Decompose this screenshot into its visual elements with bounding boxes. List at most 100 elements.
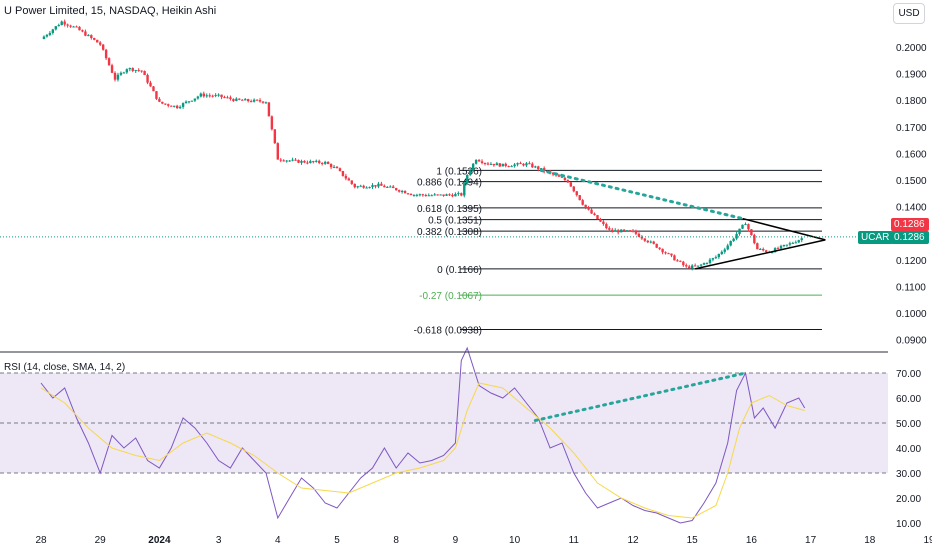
fib-level-label: 0.5 (0.1351): [428, 216, 482, 227]
candle-body: [800, 238, 803, 241]
candle-body: [667, 253, 670, 255]
candle-body: [217, 94, 220, 96]
candle-body: [608, 228, 611, 230]
rsi-axis[interactable]: 70.00 60.00 50.00 40.00 30.00 20.00 10.00: [896, 369, 921, 530]
candle-body: [670, 253, 673, 256]
candle-body: [282, 160, 285, 162]
candle-body: [729, 241, 732, 246]
candle-body: [424, 195, 427, 197]
candle-body: [673, 255, 676, 261]
time-tick-label: 15: [687, 535, 699, 546]
candle-body: [48, 32, 52, 35]
candle-body: [178, 106, 182, 109]
candle-body: [794, 242, 797, 244]
candle-body: [235, 98, 238, 101]
candle-body: [202, 93, 205, 97]
candle-body: [326, 161, 330, 165]
candle-body: [693, 265, 697, 267]
candle-body: [614, 230, 617, 232]
candle-body: [291, 159, 294, 161]
candles: [42, 19, 803, 271]
candle-body: [297, 159, 300, 163]
fib-level-label: 0.886 (0.1494): [417, 178, 482, 189]
candle-body: [522, 163, 525, 166]
candle-body: [791, 242, 795, 244]
candle-body: [205, 95, 208, 97]
candle-body: [726, 245, 729, 250]
candle-body: [90, 35, 93, 39]
candle-body: [430, 195, 433, 197]
candle-body: [397, 190, 401, 192]
candle-body: [537, 166, 540, 170]
currency-button[interactable]: USD: [893, 3, 925, 24]
candle-body: [371, 185, 374, 188]
candle-body: [655, 243, 658, 248]
candle-body: [261, 101, 265, 103]
candle-body: [510, 166, 513, 168]
candle-body: [193, 98, 197, 101]
candle-body: [622, 229, 626, 231]
time-tick-label: 19: [923, 535, 932, 546]
fib-level-label: 0.382 (0.1308): [417, 227, 482, 238]
candle-body: [756, 243, 759, 250]
candle-body: [128, 68, 131, 70]
candle-body: [708, 259, 712, 263]
candle-body: [113, 72, 117, 80]
candle-body: [415, 194, 419, 196]
candle-body: [732, 238, 735, 242]
candle-body: [551, 172, 555, 175]
candle-body: [782, 244, 786, 246]
candle-body: [353, 183, 356, 188]
candle-body: [643, 238, 647, 241]
candle-body: [63, 21, 66, 25]
candle-body: [155, 91, 158, 99]
candle-body: [146, 74, 149, 83]
time-tick-label: 17: [805, 535, 817, 546]
candle-body: [528, 163, 531, 165]
time-tick-label: 29: [95, 535, 107, 546]
candle-body: [501, 163, 504, 167]
candle-body: [753, 235, 756, 244]
candle-body: [122, 72, 126, 74]
price-axis[interactable]: 0.2000 0.1900 0.1800 0.1700 0.1600 0.1500 0.14…: [896, 43, 927, 347]
candle-body: [619, 229, 623, 233]
price-tick-label: 0.1900: [896, 70, 927, 81]
candle-body: [457, 193, 460, 195]
candle-body: [315, 160, 318, 162]
fib-level-label: -0.27 (0.1067): [419, 291, 482, 302]
price-tick-label: 0.1400: [896, 203, 927, 214]
candle-body: [711, 258, 715, 260]
candle-body: [184, 101, 188, 104]
candle-body: [531, 163, 534, 168]
price-tick-label: 0.0900: [896, 336, 927, 347]
candle-body: [640, 236, 644, 239]
time-tick-label: 9: [453, 535, 459, 546]
candle-body: [421, 194, 425, 196]
candle-body: [685, 265, 688, 267]
candle-body: [258, 100, 262, 102]
candle-body: [400, 190, 404, 192]
time-tick-label: 3: [216, 535, 222, 546]
time-tick-label: 5: [334, 535, 340, 546]
candle-body: [436, 194, 439, 196]
candle-body: [167, 104, 170, 106]
candle-body: [566, 180, 570, 183]
time-tick-label: 4: [275, 535, 281, 546]
candle-body: [469, 170, 472, 175]
candle-body: [386, 186, 389, 188]
candle-body: [332, 166, 336, 168]
candle-body: [104, 49, 108, 59]
candle-body: [196, 96, 200, 99]
fib-level-label: 0 (0.1166): [437, 265, 482, 276]
candle-body: [540, 168, 543, 170]
time-axis[interactable]: 28 29 2024 3 4 5 8 9 10 11 12 15 16 17 18 19: [35, 535, 932, 546]
candle-body: [321, 162, 324, 164]
candle-body: [137, 70, 140, 72]
candle-body: [525, 163, 528, 166]
candle-body: [664, 252, 667, 254]
candle-body: [477, 160, 481, 162]
rsi-trendline: [533, 371, 747, 422]
candle-body: [699, 264, 703, 266]
candle-body: [779, 245, 783, 249]
